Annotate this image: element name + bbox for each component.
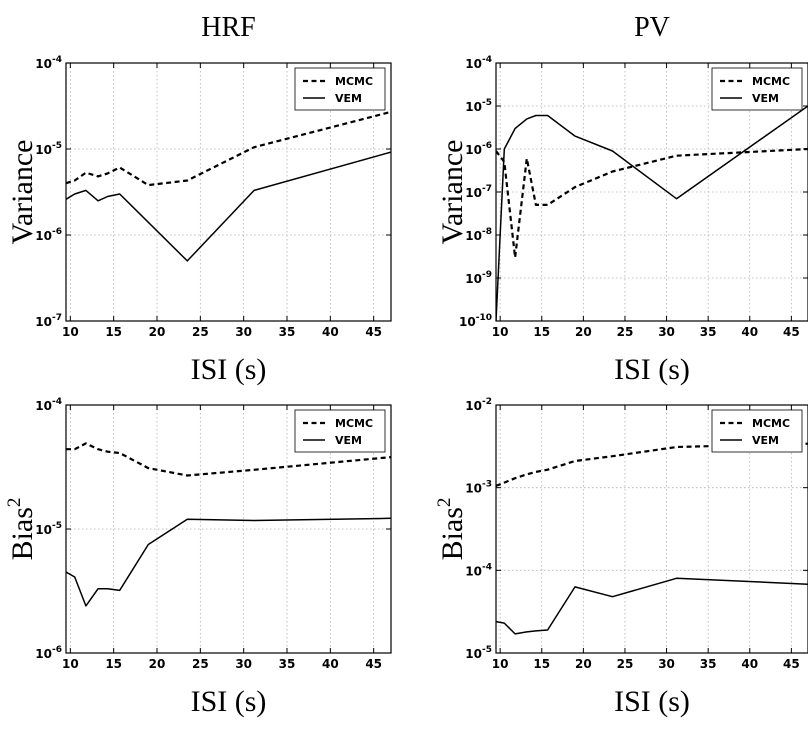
y-tick-label: 10-6 (35, 227, 62, 243)
y-tick-label: 10-5 (35, 521, 62, 537)
legend-label-vem: VEM (335, 92, 362, 105)
x-tick-label: 45 (783, 325, 800, 339)
legend-label-mcmc: MCMC (335, 75, 373, 88)
legend-label-vem: VEM (335, 434, 362, 447)
x-tick-label: 15 (533, 325, 550, 339)
chart-panel-3: 10 15 20 25 30 35 40 45 10-6 10-5 10-4 MCMC VEM ISI (… (4, 397, 392, 718)
x-axis-label: ISI (s) (614, 685, 690, 718)
x-axis-label: ISI (s) (191, 353, 267, 386)
x-tick-label: 30 (658, 657, 675, 671)
column-title: HRF (201, 12, 255, 43)
legend-label-mcmc: MCMC (335, 417, 373, 430)
legend: MCMC VEM (711, 67, 803, 111)
chart-panel-2: 10 15 20 25 30 35 40 45 10-10 10-9 10-8 10-7 10-6 10-… (436, 12, 808, 386)
legend-label-mcmc: MCMC (752, 75, 790, 88)
series-line-vem (66, 151, 391, 262)
x-tick-label: 35 (700, 657, 717, 671)
y-axis-label: Bias2 (434, 498, 469, 561)
x-tick-label: 20 (149, 657, 166, 671)
legend: MCMC VEM (294, 67, 386, 111)
chart-panel-4: 10 15 20 25 30 35 40 45 10-5 10-4 10-3 10-2 MCMC VEM I… (434, 397, 808, 718)
x-tick-label: 40 (741, 657, 758, 671)
y-axis-label: Variance (436, 140, 469, 245)
x-tick-label: 10 (492, 325, 509, 339)
y-tick-label: 10-6 (465, 141, 492, 157)
y-tick-label: 10-4 (465, 562, 492, 578)
x-tick-label: 10 (492, 657, 509, 671)
legend: MCMC VEM (711, 409, 803, 453)
x-tick-label: 10 (62, 325, 79, 339)
y-tick-label: 10-8 (465, 227, 492, 243)
series-line-vem (66, 517, 391, 607)
y-tick-label: 10-4 (465, 55, 492, 71)
series-line-vem (496, 105, 808, 321)
x-tick-label: 45 (783, 657, 800, 671)
legend-box (294, 67, 386, 111)
plot-frame (495, 404, 808, 654)
x-tick-label: 40 (741, 325, 758, 339)
y-tick-label: 10-6 (35, 645, 62, 661)
legend-box (711, 409, 803, 453)
x-tick-label: 15 (533, 657, 550, 671)
x-tick-label: 25 (192, 657, 209, 671)
x-axis-label: ISI (s) (614, 353, 690, 386)
legend-box (711, 67, 803, 111)
y-tick-label: 10-4 (35, 397, 62, 413)
x-tick-label: 20 (575, 657, 592, 671)
legend-box (294, 409, 386, 453)
x-tick-label: 25 (617, 325, 634, 339)
series-line-mcmc (66, 110, 391, 187)
x-tick-label: 10 (62, 657, 79, 671)
y-axis-label: Bias2 (4, 498, 39, 561)
legend-label-vem: VEM (752, 92, 779, 105)
x-tick-label: 20 (149, 325, 166, 339)
x-tick-label: 15 (105, 657, 122, 671)
x-tick-label: 30 (658, 325, 675, 339)
column-title: PV (634, 12, 670, 43)
x-tick-label: 15 (105, 325, 122, 339)
x-tick-label: 40 (322, 657, 339, 671)
x-tick-label: 40 (322, 325, 339, 339)
legend-label-vem: VEM (752, 434, 779, 447)
x-tick-label: 20 (575, 325, 592, 339)
chart-panel-1: 10 15 20 25 30 35 40 45 10-7 10-6 10-5 10-4 MCMC VEM H… (6, 12, 392, 386)
x-tick-label: 25 (617, 657, 634, 671)
y-tick-label: 10-5 (35, 141, 62, 157)
y-tick-label: 10-4 (35, 55, 62, 71)
legend: MCMC VEM (294, 409, 386, 453)
x-tick-label: 35 (700, 325, 717, 339)
series-line-mcmc (496, 442, 808, 487)
y-tick-label: 10-7 (465, 184, 492, 200)
y-axis-label: Variance (6, 140, 39, 245)
series-line-vem (496, 577, 808, 635)
series-line-mcmc (66, 442, 391, 477)
y-tick-label: 10-7 (35, 313, 62, 329)
x-tick-label: 35 (279, 657, 296, 671)
x-tick-label: 30 (235, 325, 252, 339)
x-axis-label: ISI (s) (191, 685, 267, 718)
x-tick-label: 30 (235, 657, 252, 671)
legend-label-mcmc: MCMC (752, 417, 790, 430)
y-tick-label: 10-3 (465, 480, 492, 496)
x-tick-label: 45 (365, 657, 382, 671)
plot-frame (65, 62, 392, 322)
y-tick-label: 10-5 (465, 98, 492, 114)
x-tick-label: 25 (192, 325, 209, 339)
y-tick-label: 10-5 (465, 645, 492, 661)
y-tick-label: 10-2 (465, 397, 492, 413)
x-tick-label: 45 (365, 325, 382, 339)
series-line-mcmc (496, 147, 808, 259)
y-tick-label: 10-10 (459, 313, 492, 329)
x-tick-label: 35 (279, 325, 296, 339)
y-tick-label: 10-9 (465, 270, 492, 286)
